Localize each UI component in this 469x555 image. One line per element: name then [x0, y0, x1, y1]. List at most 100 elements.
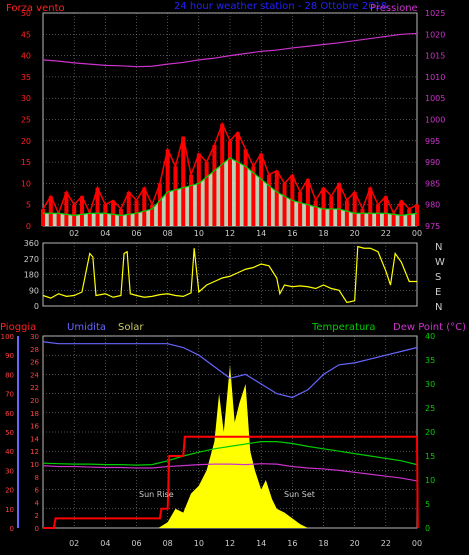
right-axis-label: Pressione	[370, 3, 418, 14]
chart-title: 24 hour weather station - 28 Ottobre 201…	[174, 1, 387, 12]
pressure-tick-label: 980	[425, 201, 440, 210]
time-tick-label: 08	[163, 229, 173, 238]
rain-tick-label: 10	[5, 506, 14, 514]
time-tick-label: 04	[100, 539, 110, 548]
pressure-tick-label: 995	[425, 137, 440, 146]
humidity-tick-label: 12	[30, 448, 39, 456]
pressure-line	[42, 32, 418, 68]
dewpoint-label: Dew Point (°C)	[393, 322, 466, 333]
rain-label: Pioggia	[0, 322, 36, 333]
wind-tick-label: 50	[21, 9, 31, 18]
direction-tick-label: 180	[24, 271, 39, 280]
rain-tick-label: 70	[5, 391, 14, 399]
wind-tick-label: 20	[21, 137, 31, 146]
compass-label: E	[435, 287, 441, 298]
wind-tick-label: 15	[21, 158, 31, 167]
compass-label: N	[435, 302, 442, 313]
time-tick-label: 18	[318, 229, 328, 238]
temperature-label: Temperatura	[311, 322, 376, 333]
rain-tick-label: 100	[1, 333, 14, 341]
time-tick-label: 10	[194, 229, 204, 238]
humidity-tick-label: 0	[35, 525, 39, 533]
time-tick-label: 14	[256, 229, 266, 238]
rain-tick-label: 30	[5, 467, 14, 475]
time-tick-label: 22	[381, 229, 391, 238]
rain-tick-label: 0	[10, 525, 14, 533]
compass-label: S	[435, 272, 441, 283]
time-tick-label: 00	[412, 539, 422, 548]
pressure-tick-label: 1025	[425, 9, 445, 18]
pressure-tick-label: 1000	[425, 116, 445, 125]
time-tick-label: 00	[412, 229, 422, 238]
pressure-tick-label: 1015	[425, 52, 445, 61]
wind-tick-label: 30	[21, 94, 31, 103]
humidity-tick-label: 16	[30, 423, 39, 431]
humidity-tick-label: 26	[30, 359, 39, 367]
temperature-tick-label: 40	[425, 332, 435, 341]
direction-tick-label: 270	[24, 255, 39, 264]
rain-tick-label: 90	[5, 352, 14, 360]
wind-line	[42, 121, 418, 216]
time-tick-label: 20	[350, 229, 360, 238]
humidity-tick-label: 18	[30, 410, 39, 418]
time-tick-label: 06	[131, 229, 141, 238]
compass-label: W	[435, 257, 445, 268]
rain-tick-label: 80	[5, 371, 14, 379]
pressure-tick-label: 1010	[425, 73, 445, 82]
humidity-tick-label: 2	[35, 512, 39, 520]
sunrise-label: Sun Rise	[139, 490, 174, 499]
humidity-tick-label: 8	[35, 474, 39, 482]
humidity-tick-label: 10	[30, 461, 39, 469]
temperature-tick-label: 5	[425, 500, 430, 509]
temperature-tick-label: 20	[425, 428, 435, 437]
wind-tick-label: 10	[21, 179, 31, 188]
temperature-tick-label: 30	[425, 380, 435, 389]
temperature-tick-label: 15	[425, 452, 435, 461]
wind-pressure-panel: 0510152025303540455097598098599099510001…	[21, 9, 446, 238]
compass-label: N	[435, 242, 442, 253]
dewpoint-line	[42, 463, 418, 482]
time-tick-label: 06	[131, 539, 141, 548]
time-tick-label: 18	[318, 539, 328, 548]
time-tick-label: 22	[381, 539, 391, 548]
time-tick-label: 20	[350, 539, 360, 548]
solar-label: Solar	[118, 322, 144, 333]
time-tick-label: 12	[225, 229, 235, 238]
direction-line	[42, 245, 417, 304]
humidity-tick-label: 14	[30, 435, 39, 443]
humidity-label: Umidita	[67, 322, 106, 333]
time-tick-label: 16	[287, 539, 297, 548]
time-tick-label: 02	[69, 539, 79, 548]
time-tick-label: 08	[163, 539, 173, 548]
temperature-tick-label: 35	[425, 356, 435, 365]
rain-tick-label: 50	[5, 429, 14, 437]
wind-tick-label: 25	[21, 116, 31, 125]
time-tick-label: 14	[256, 539, 266, 548]
pressure-tick-label: 1020	[425, 30, 445, 39]
humidity-tick-label: 6	[35, 487, 40, 495]
wind-average-line	[43, 157, 418, 216]
direction-tick-label: 360	[24, 239, 39, 248]
wind-tick-label: 5	[26, 201, 31, 210]
pressure-tick-label: 990	[425, 158, 440, 167]
humidity-tick-label: 4	[35, 499, 40, 507]
humidity-tick-label: 30	[30, 333, 39, 341]
humidity-line	[42, 341, 418, 399]
temperature-tick-label: 25	[425, 404, 435, 413]
time-tick-label: 02	[69, 229, 79, 238]
humidity-tick-label: 28	[30, 346, 39, 354]
time-tick-label: 10	[194, 539, 204, 548]
time-tick-label: 12	[225, 539, 235, 548]
temperature-line	[42, 441, 418, 466]
time-tick-label: 04	[100, 229, 110, 238]
rain-humidity-temp-panel: 0102030405060708090100024681012141618202…	[1, 332, 436, 548]
wind-tick-label: 40	[21, 52, 31, 61]
pressure-tick-label: 985	[425, 179, 440, 188]
rain-tick-label: 40	[5, 448, 14, 456]
rain-tick-label: 20	[5, 487, 14, 495]
wind-tick-label: 0	[26, 222, 31, 231]
direction-tick-label: 90	[29, 286, 39, 295]
humidity-tick-label: 20	[30, 397, 39, 405]
